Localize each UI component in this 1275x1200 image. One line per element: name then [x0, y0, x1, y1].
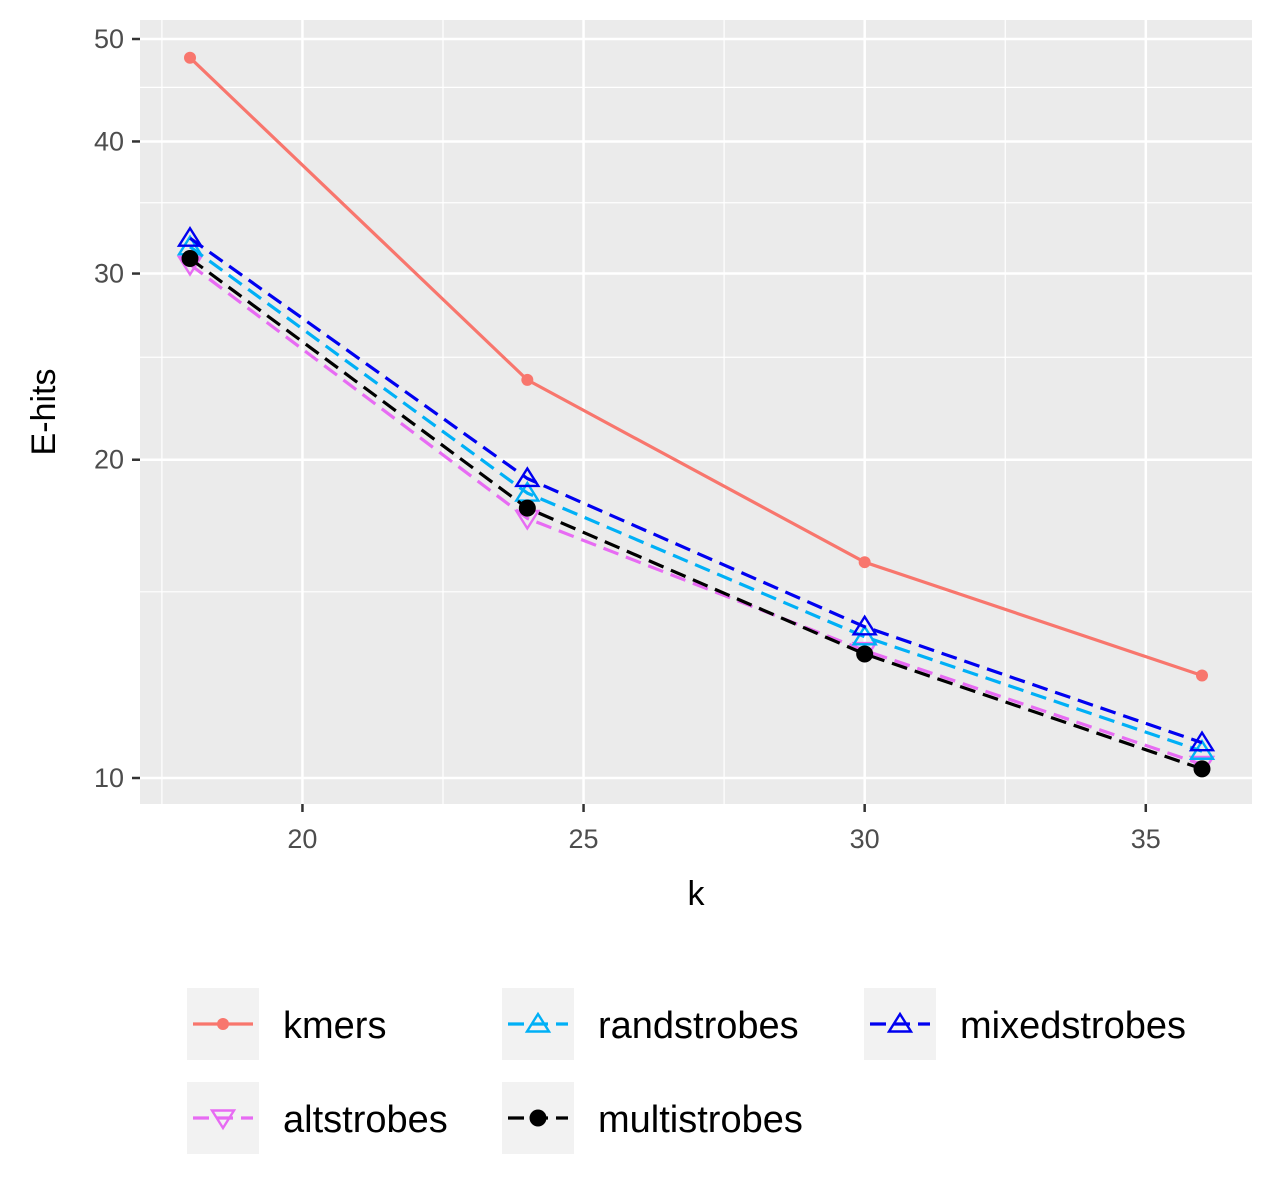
- legend-label: kmers: [283, 1005, 386, 1047]
- x-tick-label: 25: [569, 824, 599, 854]
- legend-item-multistrobes: multistrobes: [502, 1082, 803, 1154]
- data-point-mixedstrobes: [514, 466, 541, 488]
- data-point-multistrobes: [1193, 760, 1211, 778]
- data-point-mixedstrobes: [1188, 730, 1216, 752]
- series-kmers: [184, 51, 1208, 682]
- y-tick-label: 20: [94, 445, 124, 475]
- data-point-kmers: [1196, 669, 1208, 682]
- data-point-mixedstrobes: [851, 614, 878, 636]
- plot-panel: [140, 20, 1252, 804]
- y-tick-label: 10: [94, 763, 124, 793]
- y-axis-title: E-hits: [25, 369, 63, 456]
- legend-key-marker: [886, 1011, 914, 1033]
- tick-labels: 20 25 30 35 10 20 30 40 50: [94, 24, 1161, 854]
- x-tick-label: 30: [850, 824, 880, 854]
- legend-item-kmers: kmers: [187, 988, 386, 1060]
- legend-key-marker: [524, 1011, 552, 1033]
- data-point-randstrobes: [851, 624, 878, 646]
- legend-label: altstrobes: [283, 1099, 448, 1141]
- legend: kmers randstrobes mixedstrobes altstrobes mu…: [187, 988, 1186, 1154]
- legend-item-altstrobes: altstrobes: [187, 1082, 448, 1154]
- legend-label: multistrobes: [598, 1099, 803, 1141]
- x-tick-label: 35: [1131, 824, 1161, 854]
- series-mixedstrobes: [176, 225, 1216, 752]
- series-multistrobes: [181, 249, 1211, 778]
- series-line-kmers: [188, 56, 1203, 678]
- legend-key-marker: [529, 1109, 547, 1127]
- series-line-randstrobes: [189, 245, 1203, 753]
- x-axis-title: k: [688, 875, 706, 913]
- data-point-multistrobes: [856, 645, 874, 663]
- data-point-kmers: [184, 51, 196, 64]
- series-line-mixedstrobes: [189, 236, 1203, 745]
- x-tick-label: 20: [287, 824, 317, 854]
- legend-item-mixedstrobes: mixedstrobes: [864, 988, 1186, 1060]
- grid-minor: [140, 20, 1252, 804]
- y-tick-label: 30: [94, 259, 124, 289]
- legend-item-randstrobes: randstrobes: [502, 988, 799, 1060]
- grid-major: [140, 20, 1252, 804]
- y-tick-label: 40: [94, 126, 124, 156]
- axis-ticks: [132, 37, 1148, 812]
- legend-label: randstrobes: [598, 1005, 799, 1047]
- series-line-altstrobes: [189, 263, 1203, 766]
- legend-label: mixedstrobes: [960, 1005, 1186, 1047]
- data-point-kmers: [521, 373, 534, 386]
- data-point-multistrobes: [518, 499, 536, 517]
- legend-key-marker: [217, 1018, 229, 1030]
- legend-key-marker: [209, 1109, 237, 1131]
- data-point-mixedstrobes: [176, 225, 204, 247]
- data-point-kmers: [858, 556, 871, 569]
- series-line-multistrobes: [189, 257, 1203, 771]
- data-point-multistrobes: [181, 249, 199, 267]
- series-layer: [176, 51, 1216, 778]
- y-tick-label: 50: [94, 24, 124, 54]
